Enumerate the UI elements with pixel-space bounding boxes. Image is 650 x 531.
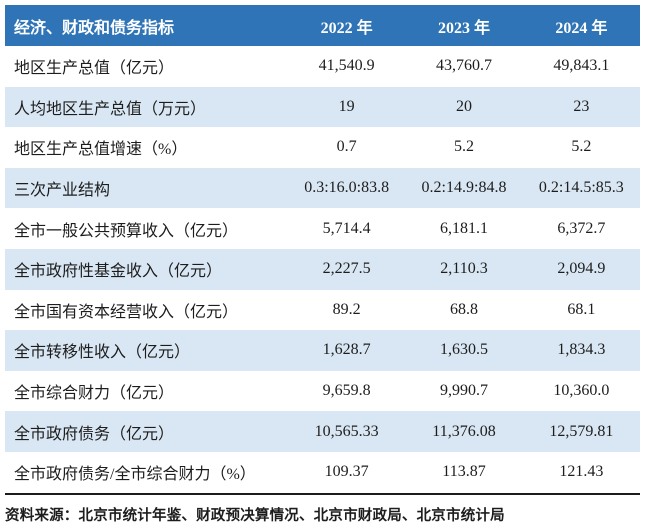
row-label: 全市政府债务/全市综合财力（%） <box>14 466 256 484</box>
header-indicator-label: 经济、财政和债务指标 <box>14 19 175 37</box>
row-value-2022: 9,659.8 <box>322 382 371 400</box>
row-value-2022: 41,540.9 <box>318 57 375 75</box>
row-value-2024: 5.2 <box>571 138 592 156</box>
row-value-2022: 5,714.4 <box>322 219 371 237</box>
row-value-2024: 23 <box>573 97 590 115</box>
table-row: 全市政府债务/全市综合财力（%） 109.37 113.87 121.43 <box>5 451 640 493</box>
table-row: 全市政府债务（亿元） 10,565.33 11,376.08 12,579.81 <box>5 411 640 452</box>
row-value-2022: 89.2 <box>332 300 361 318</box>
row-value-2022: 0.7 <box>336 138 357 156</box>
row-label: 全市转移性收入（亿元） <box>14 344 191 362</box>
row-label: 地区生产总值增速（%） <box>14 141 188 159</box>
row-value-2023: 11,376.08 <box>432 422 496 440</box>
row-label: 全市政府债务（亿元） <box>14 425 175 443</box>
indicators-table: 经济、财政和债务指标 2022 年 2023 年 2024 年 地区生产总值（亿… <box>5 5 640 525</box>
table-row: 全市综合财力（亿元） 9,659.8 9,990.7 10,360.0 <box>5 370 640 412</box>
row-value-2023: 2,110.3 <box>440 260 488 278</box>
row-value-2023: 1,630.5 <box>439 341 488 359</box>
table-row: 全市一般公共预算收入（亿元） 5,714.4 6,181.1 6,372.7 <box>5 208 640 249</box>
row-label: 人均地区生产总值（万元） <box>14 100 207 118</box>
row-value-2024: 1,834.3 <box>557 341 606 359</box>
table-row: 人均地区生产总值（万元） 19 20 23 <box>5 86 640 128</box>
table-header-row: 经济、财政和债务指标 2022 年 2023 年 2024 年 <box>5 5 640 46</box>
source-note: 资料来源：北京市统计年鉴、财政预决算情况、北京市财政局、北京市统计局 <box>5 492 640 525</box>
row-label: 三次产业结构 <box>14 182 111 200</box>
row-label: 全市国有资本经营收入（亿元） <box>14 303 239 321</box>
header-year-2024: 2024 年 <box>555 19 608 37</box>
table-row: 三次产业结构 0.3:16.0:83.8 0.2:14.9:84.8 0.2:1… <box>5 167 640 209</box>
row-value-2024: 12,579.81 <box>549 422 614 440</box>
row-value-2023: 43,760.7 <box>435 57 492 75</box>
table-row: 地区生产总值（亿元） 41,540.9 43,760.7 49,843.1 <box>5 46 640 87</box>
row-value-2022: 2,227.5 <box>322 260 371 278</box>
table-row: 全市转移性收入（亿元） 1,628.7 1,630.5 1,834.3 <box>5 330 640 371</box>
row-value-2024: 6,372.7 <box>557 219 606 237</box>
row-value-2024: 68.1 <box>567 300 596 318</box>
row-value-2023: 6,181.1 <box>439 219 488 237</box>
row-value-2024: 10,360.0 <box>553 382 610 400</box>
table-row: 地区生产总值增速（%） 0.7 5.2 5.2 <box>5 127 640 168</box>
row-value-2023: 20 <box>455 97 472 115</box>
row-value-2023: 9,990.7 <box>439 382 488 400</box>
row-value-2022: 10,565.33 <box>314 422 379 440</box>
row-value-2024: 49,843.1 <box>553 57 610 75</box>
row-value-2022: 109.37 <box>324 463 369 481</box>
row-value-2023: 68.8 <box>449 300 478 318</box>
row-value-2022: 1,628.7 <box>322 341 371 359</box>
table-body: 地区生产总值（亿元） 41,540.9 43,760.7 49,843.1 人均… <box>5 46 640 493</box>
row-label: 地区生产总值（亿元） <box>14 60 175 78</box>
header-year-2022: 2022 年 <box>320 19 373 37</box>
row-label: 全市综合财力（亿元） <box>14 385 175 403</box>
row-value-2024: 121.43 <box>559 463 604 481</box>
row-value-2023: 113.87 <box>442 463 486 481</box>
table-row: 全市政府性基金收入（亿元） 2,227.5 2,110.3 2,094.9 <box>5 248 640 290</box>
row-value-2024: 0.2:14.5:85.3 <box>538 179 624 197</box>
row-value-2022: 0.3:16.0:83.8 <box>304 179 390 197</box>
row-label: 全市一般公共预算收入（亿元） <box>14 222 239 240</box>
row-label: 全市政府性基金收入（亿元） <box>14 263 223 281</box>
row-value-2022: 19 <box>338 97 355 115</box>
table-row: 全市国有资本经营收入（亿元） 89.2 68.8 68.1 <box>5 289 640 331</box>
row-value-2023: 0.2:14.9:84.8 <box>421 179 507 197</box>
row-value-2023: 5.2 <box>453 138 474 156</box>
row-value-2024: 2,094.9 <box>557 260 606 278</box>
header-year-2023: 2023 年 <box>437 19 490 37</box>
